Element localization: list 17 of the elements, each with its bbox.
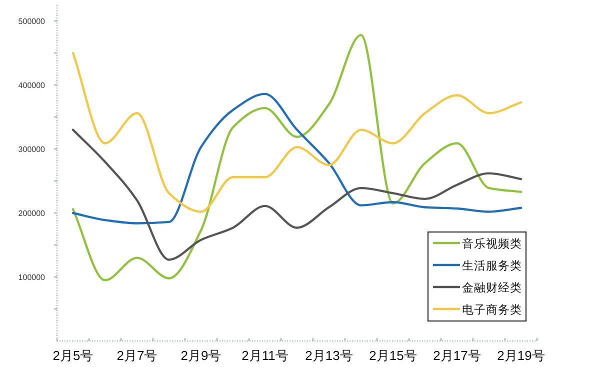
x-tick-label: 2月17号 [433,348,481,363]
y-tick-label: 400000 [18,81,46,90]
x-tick-label: 2月7号 [116,348,158,363]
x-tick-label: 2月15号 [369,348,417,363]
x-tick-label: 2月19号 [497,348,545,363]
y-tick-label: 200000 [18,209,46,218]
x-tick-label: 2月13号 [305,348,353,363]
legend-label: 电子商务类 [462,302,522,316]
x-tick-label: 2月9号 [180,348,222,363]
x-tick-label: 2月5号 [52,348,94,363]
x-tick-label: 2月11号 [242,348,288,363]
legend-label: 音乐视频类 [462,236,522,250]
y-tick-label: 300000 [18,145,46,154]
y-tick-label: 500000 [18,17,46,26]
y-tick-label: 100000 [18,273,46,282]
legend-label: 生活服务类 [462,260,522,272]
legend-label: 金融财经类 [462,282,522,294]
